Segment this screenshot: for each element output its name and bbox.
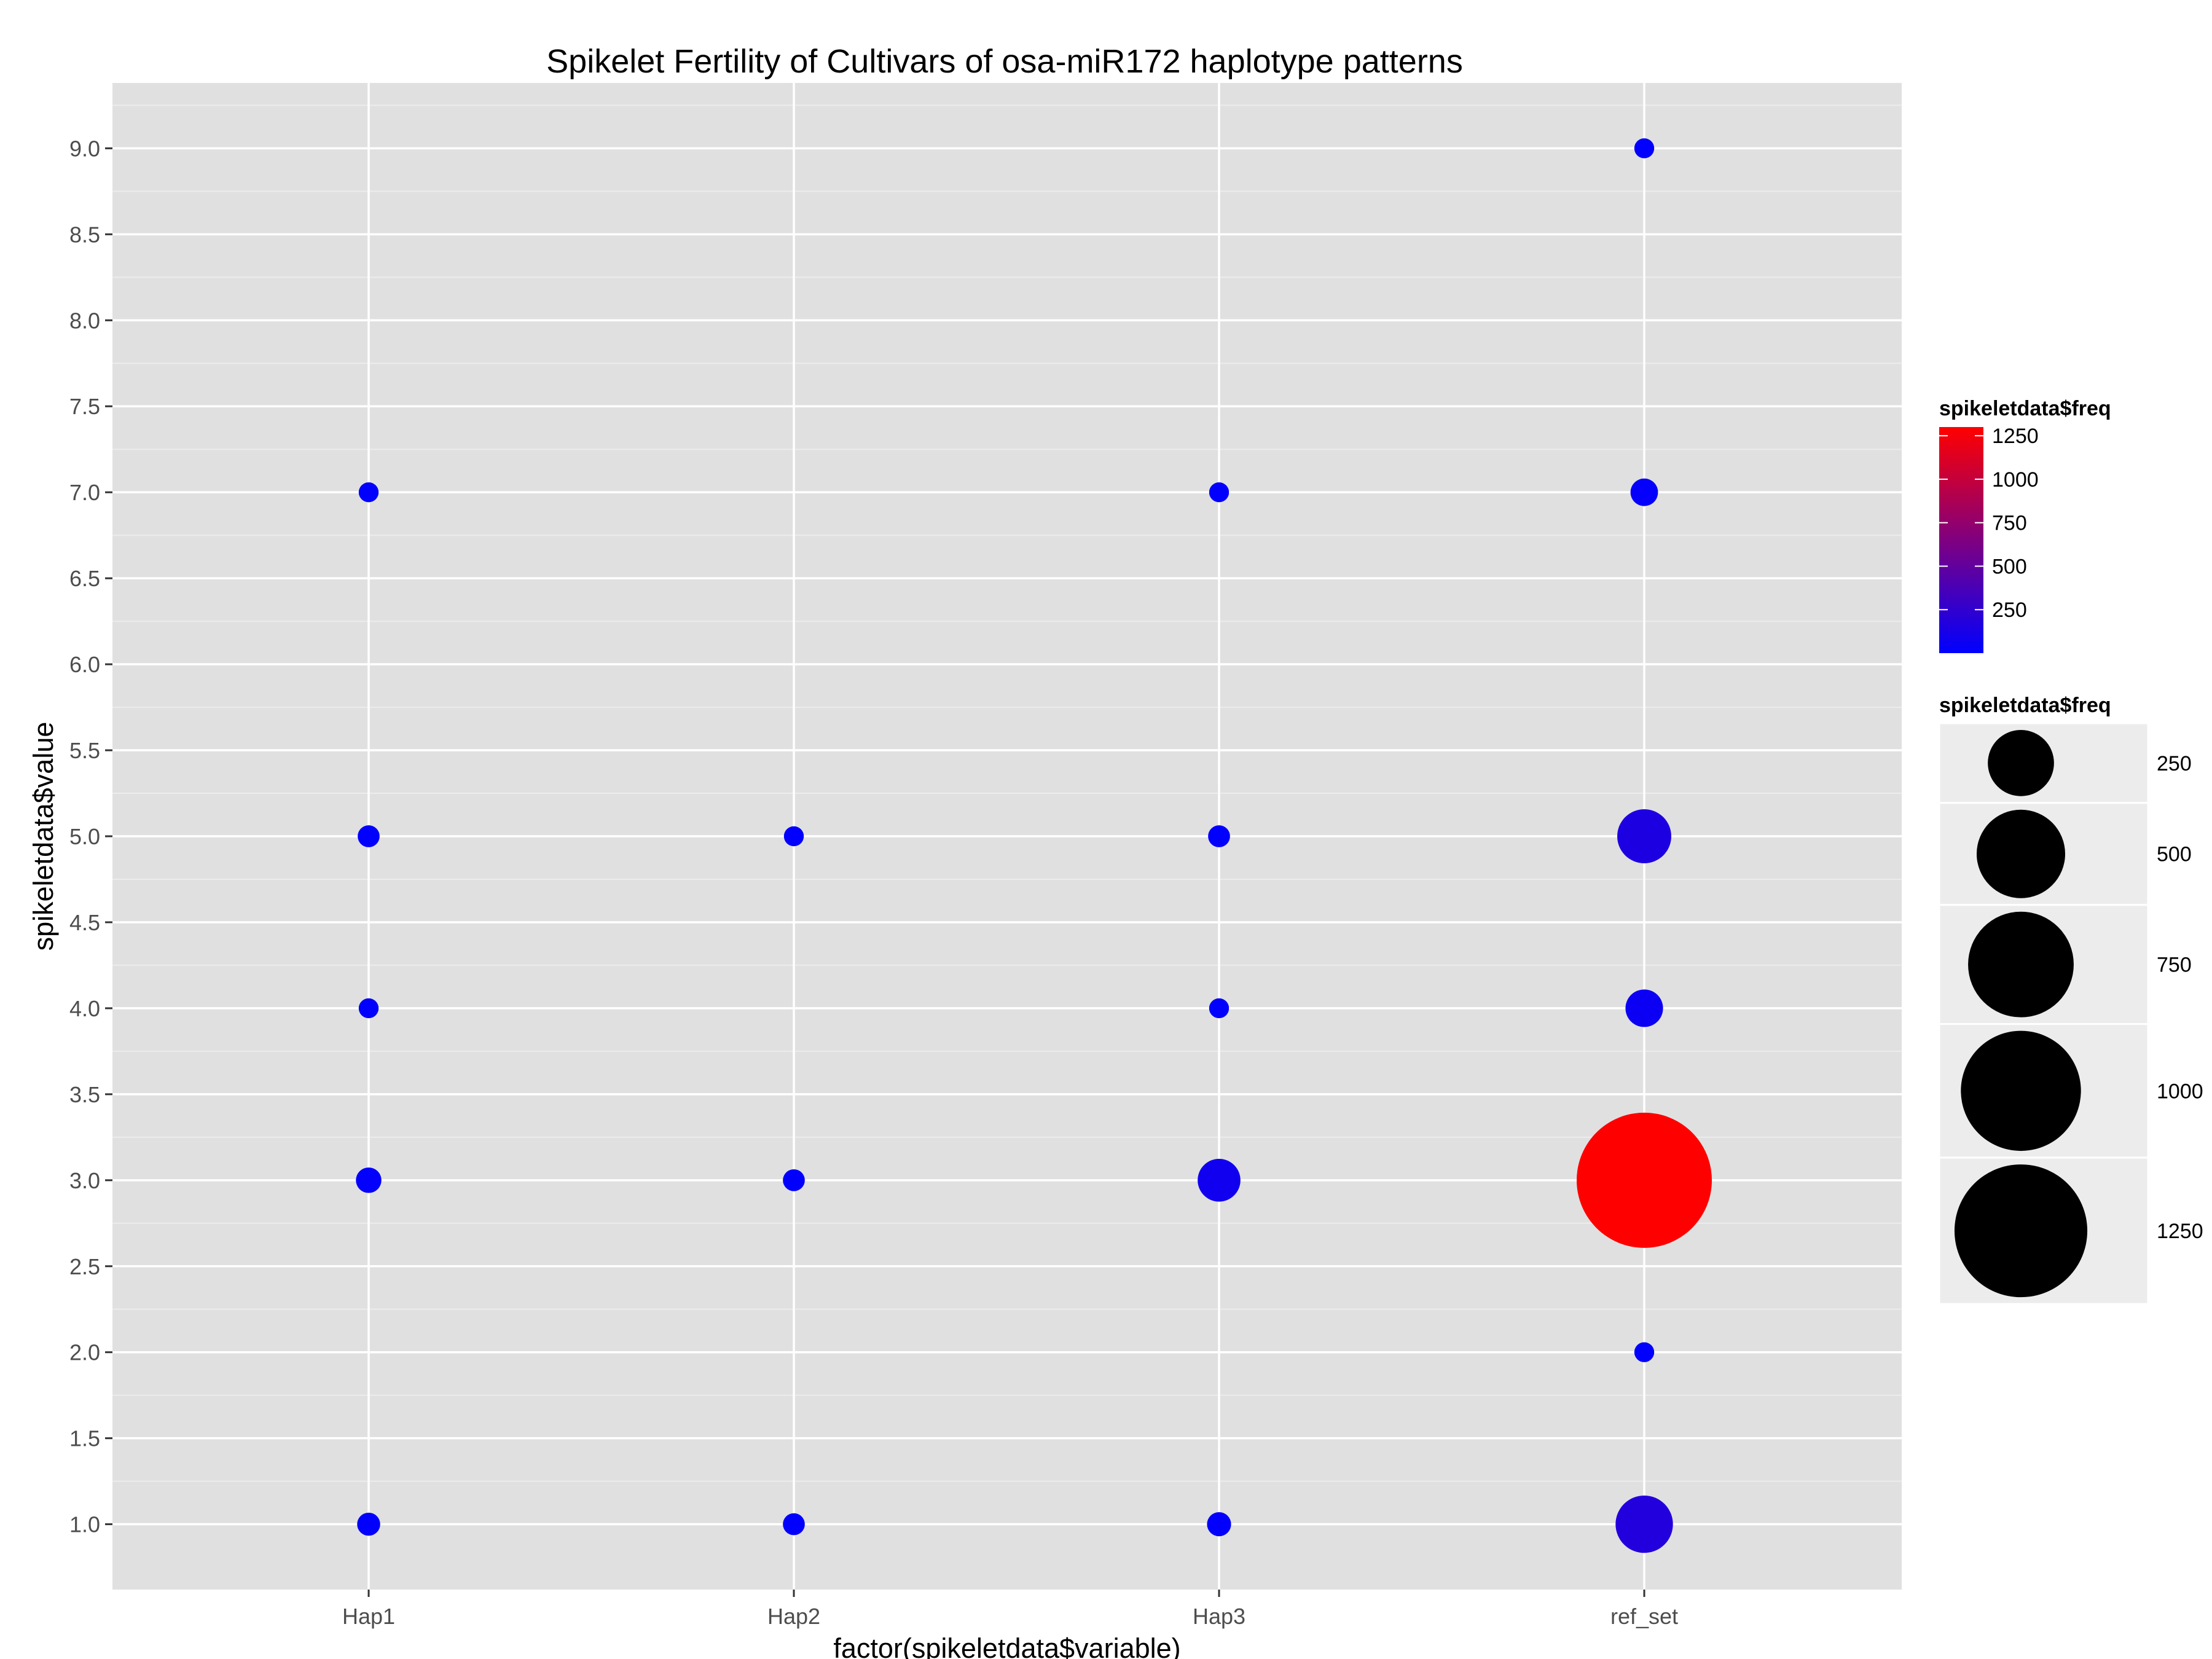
y-tick-label: 3.0 <box>69 1168 100 1193</box>
data-point <box>358 482 379 503</box>
size-legend-label: 500 <box>2157 843 2192 866</box>
data-points <box>356 138 1712 1553</box>
size-legend-symbol <box>1976 809 2066 898</box>
y-tick-label: 3.5 <box>69 1082 100 1107</box>
y-tick-label: 7.0 <box>69 480 100 505</box>
color-legend-title: spikeletdata$freq <box>1939 397 2111 420</box>
data-point <box>783 826 804 847</box>
y-tick-label: 5.0 <box>69 824 100 849</box>
x-tick-label: Hap1 <box>342 1604 395 1629</box>
data-point <box>1198 1159 1241 1202</box>
y-axis-title: spikeletdata$value <box>28 722 59 951</box>
grid-lines <box>112 83 1902 1590</box>
data-point <box>1634 1342 1655 1362</box>
x-tick-label: ref_set <box>1610 1604 1678 1629</box>
data-point <box>1577 1112 1712 1248</box>
color-bar <box>1939 427 1983 653</box>
data-point <box>358 825 380 847</box>
size-legend: spikeletdata$freq 250 500 750 1000 1250 <box>1938 694 2203 1305</box>
y-tick-label: 7.5 <box>69 394 100 419</box>
data-point <box>1615 1495 1673 1553</box>
data-point <box>783 1169 805 1191</box>
color-legend-label: 500 <box>1992 555 2027 578</box>
color-legend-label: 1250 <box>1992 425 2039 448</box>
y-tick-label: 9.0 <box>69 136 100 161</box>
y-tick-label: 4.0 <box>69 996 100 1021</box>
data-point <box>1630 478 1658 506</box>
size-legend-label: 1250 <box>2157 1220 2203 1243</box>
size-legend-symbol <box>1988 730 2054 796</box>
color-legend-label: 1000 <box>1992 468 2039 492</box>
data-point <box>1625 989 1663 1027</box>
y-tick-label: 4.5 <box>69 910 100 935</box>
y-axis: 1.0 1.5 2.0 2.5 3.0 3.5 4.0 4.5 5.0 5.5 6.0 6.5 7.0 7… <box>69 136 112 1537</box>
data-point <box>1207 1512 1231 1537</box>
y-tick-label: 8.5 <box>69 222 100 247</box>
chart-title: Spikelet Fertility of Cultivars of osa-m… <box>546 43 1463 80</box>
x-axis-title: factor(spikeletdata$variable) <box>833 1633 1180 1659</box>
x-tick-label: Hap2 <box>767 1604 820 1629</box>
size-legend-label: 1000 <box>2157 1080 2203 1103</box>
y-tick-label: 2.0 <box>69 1340 100 1365</box>
y-tick-label: 6.5 <box>69 566 100 591</box>
y-tick-label: 8.0 <box>69 308 100 333</box>
y-tick-label: 6.0 <box>69 652 100 677</box>
y-tick-label: 5.5 <box>69 738 100 763</box>
data-point <box>1208 825 1230 847</box>
data-point <box>783 1513 805 1535</box>
data-point <box>356 1167 382 1193</box>
y-tick-label: 1.5 <box>69 1426 100 1451</box>
size-legend-symbol <box>1954 1164 2088 1298</box>
data-point <box>1209 482 1230 503</box>
data-point <box>357 1512 380 1536</box>
color-legend-label: 250 <box>1992 598 2027 622</box>
data-point <box>1209 998 1230 1019</box>
size-legend-symbol <box>1968 911 2074 1018</box>
size-legend-title: spikeletdata$freq <box>1939 694 2111 717</box>
size-legend-label: 250 <box>2157 752 2192 775</box>
x-axis: Hap1 Hap2 Hap3 ref_set <box>342 1590 1678 1629</box>
size-legend-label: 750 <box>2157 954 2192 977</box>
y-tick-label: 1.0 <box>69 1512 100 1537</box>
color-legend: spikeletdata$freq 250 500 750 1000 1250 <box>1939 397 2111 653</box>
size-legend-symbol <box>1961 1030 2081 1151</box>
data-point <box>358 998 379 1019</box>
data-point <box>1634 138 1655 159</box>
y-tick-label: 2.5 <box>69 1254 100 1279</box>
x-tick-label: Hap3 <box>1193 1604 1245 1629</box>
color-legend-label: 750 <box>1992 512 2027 535</box>
data-point <box>1617 809 1671 863</box>
